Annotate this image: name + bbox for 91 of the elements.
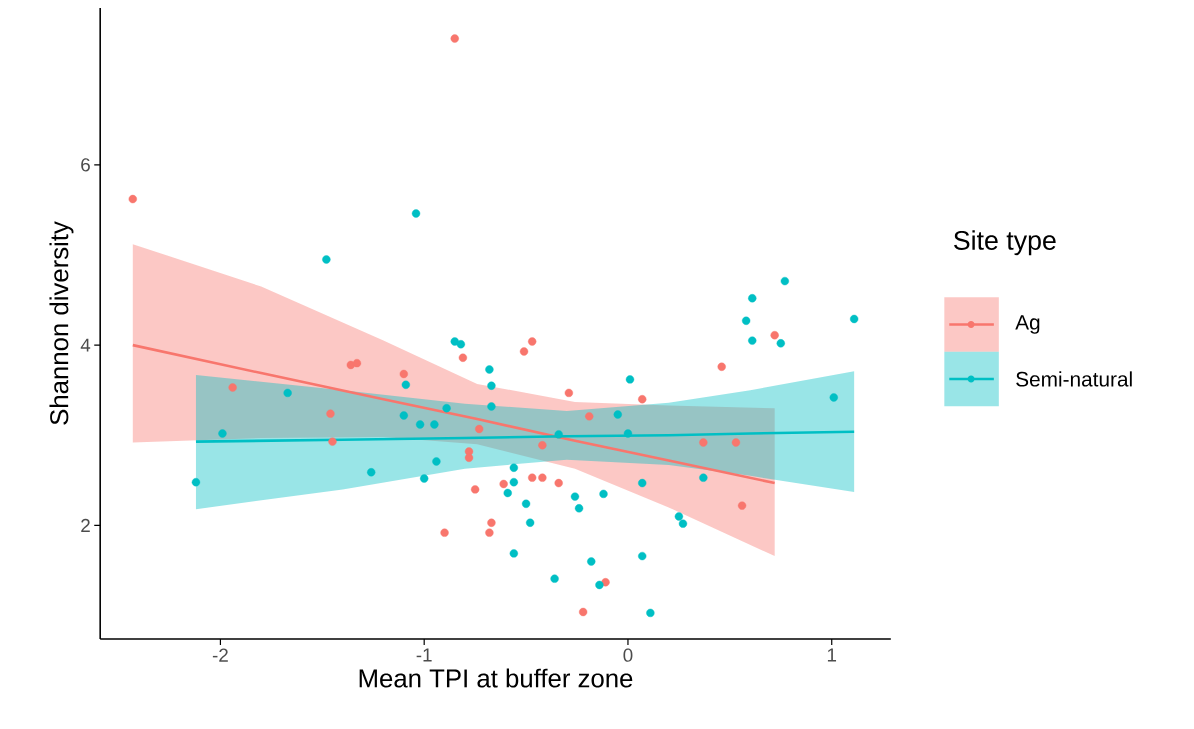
point bbox=[780, 276, 790, 286]
point bbox=[228, 383, 237, 392]
point bbox=[352, 358, 362, 368]
point bbox=[587, 557, 596, 566]
point bbox=[191, 477, 201, 487]
point bbox=[528, 337, 537, 346]
point bbox=[415, 420, 425, 429]
point bbox=[283, 388, 292, 397]
point bbox=[509, 477, 519, 487]
point bbox=[646, 608, 655, 617]
point bbox=[770, 330, 779, 340]
point bbox=[638, 394, 647, 404]
point bbox=[625, 375, 635, 384]
point bbox=[595, 580, 604, 590]
point bbox=[401, 380, 411, 389]
point bbox=[485, 528, 494, 537]
point bbox=[470, 485, 480, 494]
point bbox=[737, 501, 747, 510]
point bbox=[440, 528, 449, 537]
x-tick-label: 0 bbox=[623, 648, 633, 662]
legend-title: Site type bbox=[954, 230, 1056, 256]
point bbox=[699, 438, 708, 447]
point bbox=[432, 457, 441, 466]
point bbox=[464, 453, 474, 462]
point bbox=[601, 577, 610, 587]
point bbox=[328, 437, 337, 446]
legend-label: Ag bbox=[1015, 315, 1040, 334]
point bbox=[538, 440, 547, 450]
point bbox=[538, 473, 547, 482]
point bbox=[487, 381, 496, 390]
point bbox=[499, 479, 508, 489]
point bbox=[503, 488, 512, 498]
point bbox=[367, 467, 376, 477]
point bbox=[638, 551, 647, 561]
point bbox=[599, 489, 608, 498]
point bbox=[399, 411, 408, 420]
x-axis-title: Mean TPI at buffer zone bbox=[359, 668, 633, 688]
point bbox=[450, 34, 459, 43]
point bbox=[849, 314, 859, 324]
y-axis-title: Shannon diversity bbox=[49, 221, 74, 425]
line-series bbox=[131, 343, 776, 485]
line-series bbox=[194, 430, 856, 443]
point bbox=[748, 336, 757, 345]
point bbox=[485, 365, 494, 374]
point bbox=[776, 339, 785, 348]
point bbox=[487, 402, 496, 411]
point bbox=[623, 429, 633, 438]
y-tick-label: 2 bbox=[81, 518, 90, 532]
point bbox=[528, 473, 537, 482]
point bbox=[458, 353, 468, 362]
point bbox=[748, 293, 757, 303]
y-tick-label: 6 bbox=[81, 158, 90, 172]
point bbox=[550, 574, 559, 583]
point bbox=[411, 209, 421, 218]
point bbox=[442, 403, 451, 413]
point bbox=[475, 424, 484, 434]
point bbox=[638, 478, 647, 488]
point bbox=[741, 316, 751, 325]
legend-label: Semi-natural bbox=[1016, 371, 1132, 387]
point bbox=[218, 429, 227, 438]
point bbox=[509, 463, 519, 472]
x-tick-label: -2 bbox=[212, 648, 228, 662]
point bbox=[487, 518, 496, 527]
point bbox=[128, 194, 137, 204]
point bbox=[509, 549, 519, 558]
point bbox=[399, 369, 408, 379]
point bbox=[326, 409, 335, 418]
point bbox=[554, 430, 563, 439]
point bbox=[699, 473, 708, 482]
point bbox=[570, 492, 580, 501]
point bbox=[613, 410, 622, 419]
point bbox=[829, 393, 838, 402]
point bbox=[674, 512, 684, 521]
point bbox=[585, 412, 594, 421]
point bbox=[322, 255, 331, 264]
point bbox=[525, 518, 535, 527]
point bbox=[578, 607, 588, 617]
y-tick-label: 4 bbox=[80, 338, 91, 352]
point bbox=[717, 362, 726, 371]
point bbox=[678, 519, 688, 528]
point bbox=[430, 420, 439, 429]
x-tick-label: 1 bbox=[827, 648, 837, 662]
point bbox=[554, 478, 563, 488]
x-tick-label: -1 bbox=[416, 648, 432, 662]
point bbox=[519, 347, 529, 356]
point bbox=[456, 339, 466, 349]
point bbox=[574, 504, 584, 513]
point bbox=[420, 474, 429, 483]
point bbox=[521, 499, 531, 508]
point bbox=[564, 388, 574, 397]
point bbox=[731, 438, 741, 447]
